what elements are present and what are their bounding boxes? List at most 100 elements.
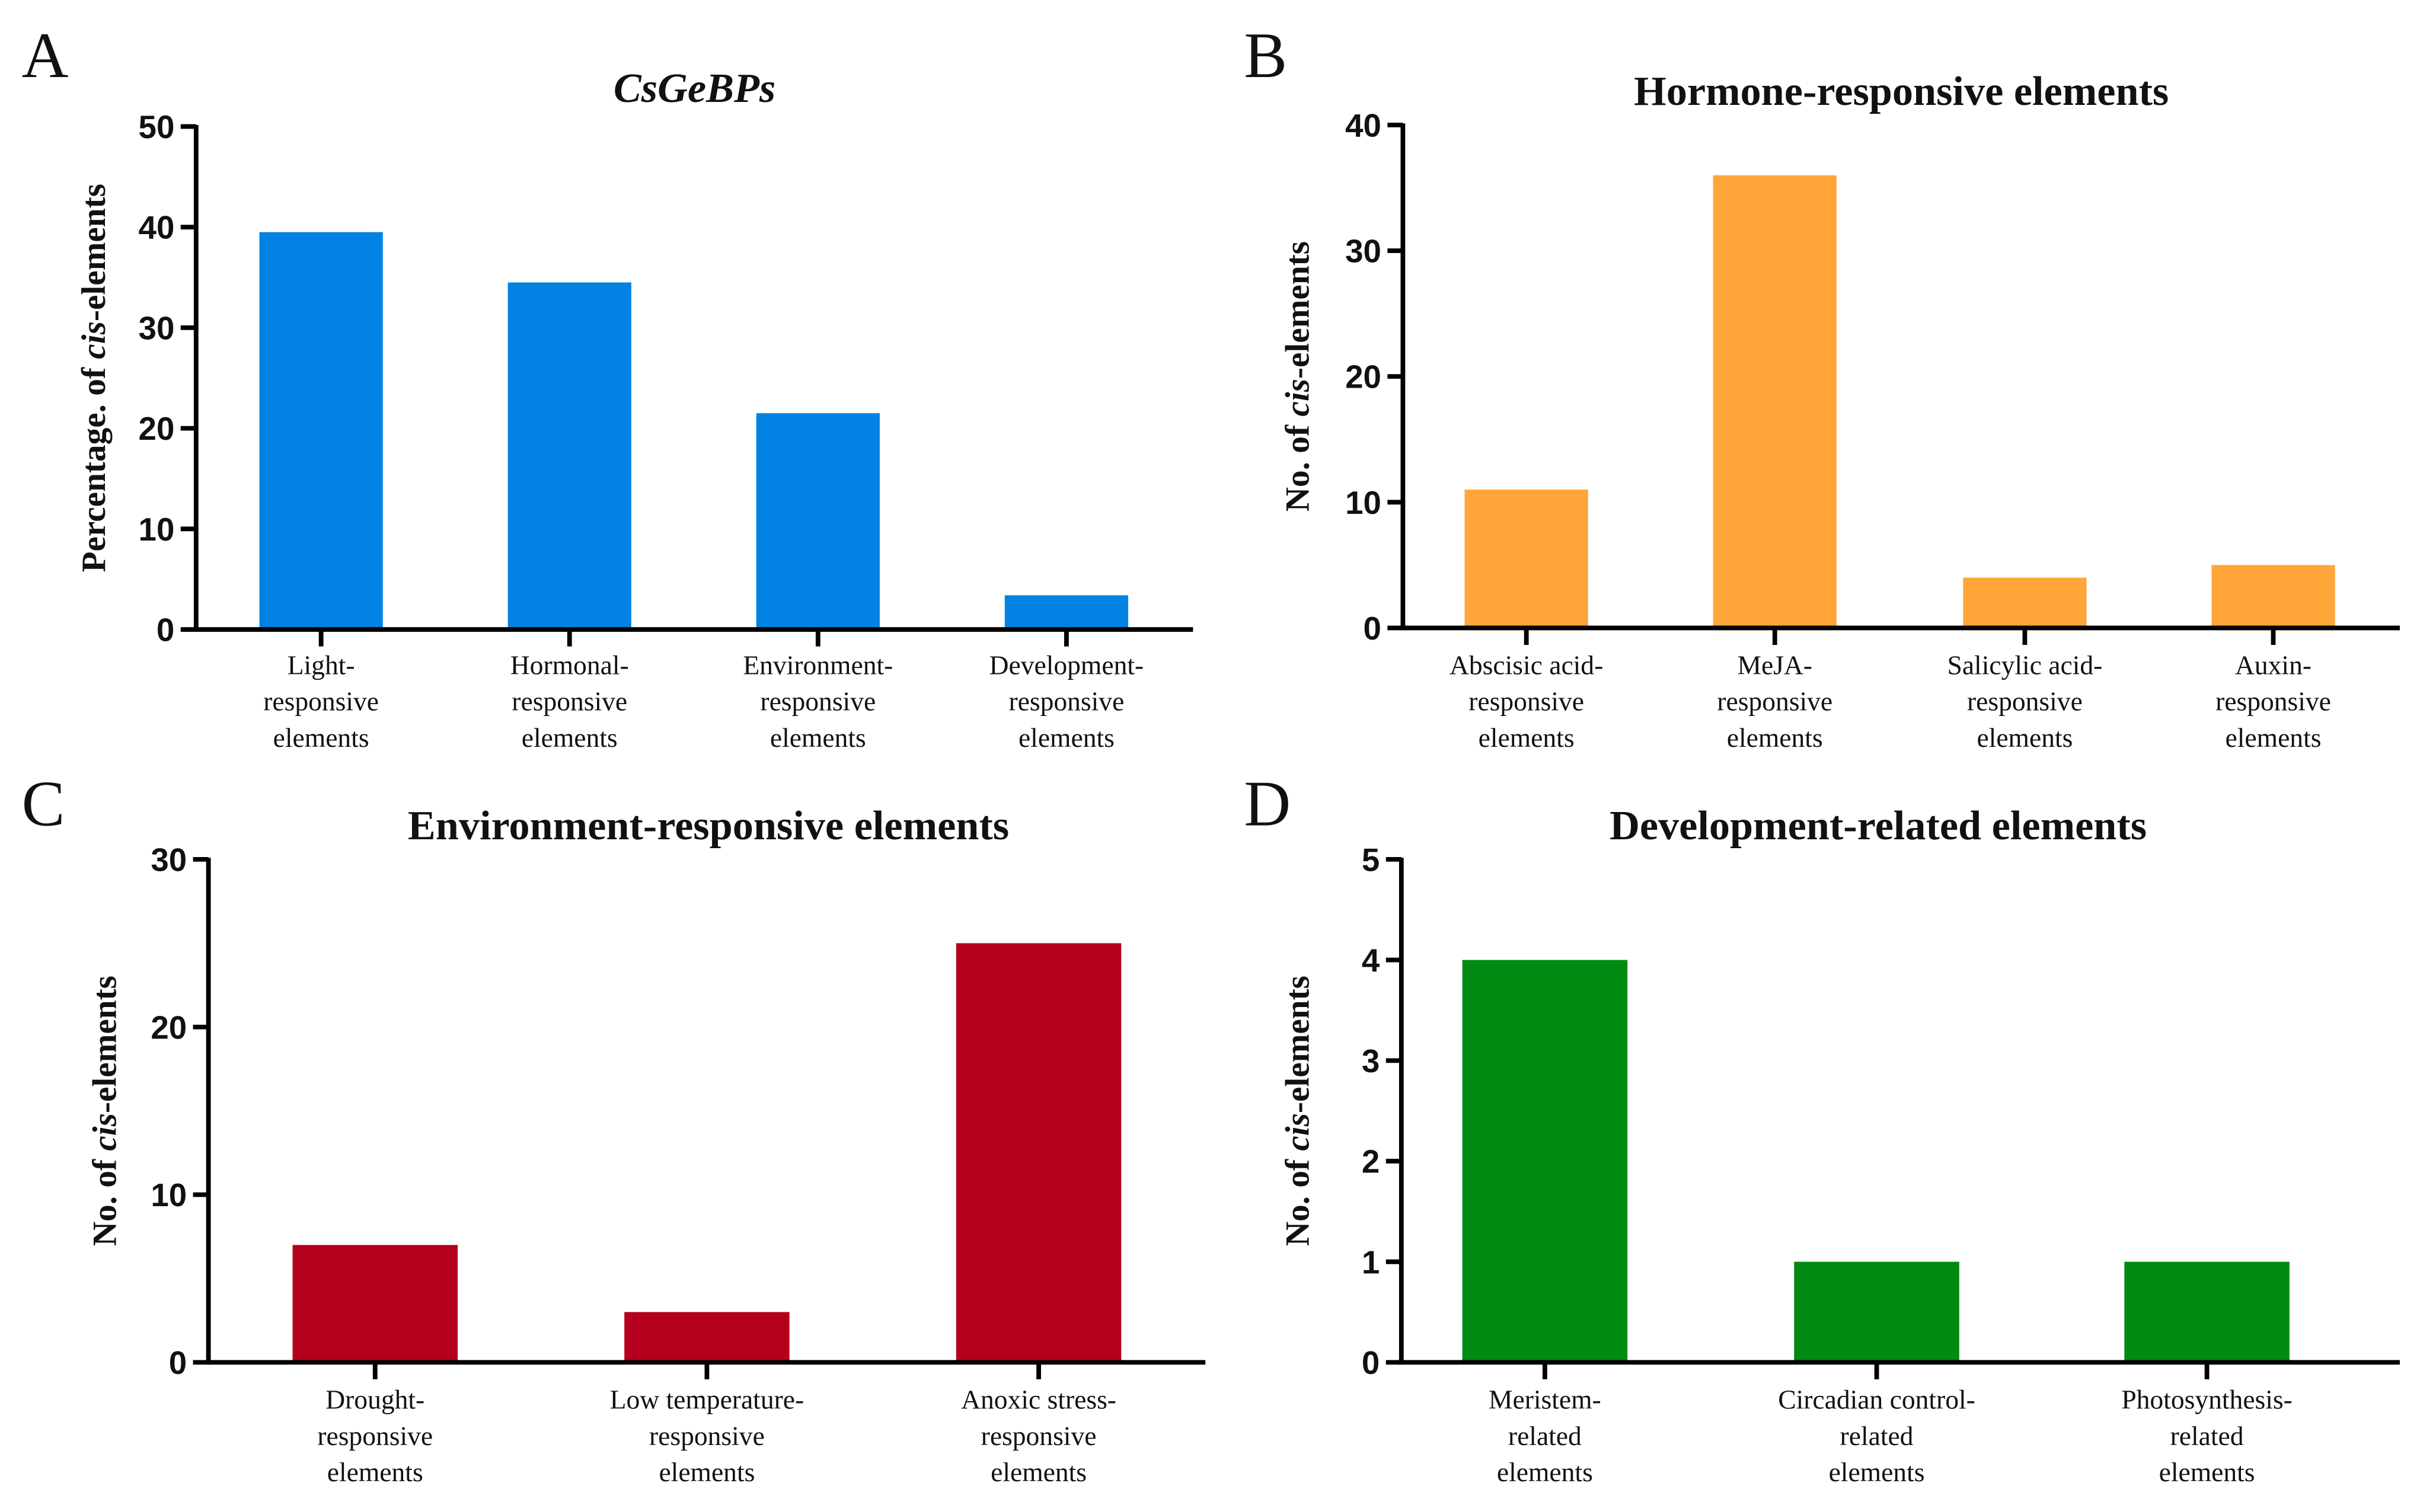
y-axis-label-part: cis	[86, 1113, 123, 1151]
x-tick-label: elements	[273, 723, 369, 753]
y-axis-label-part: cis	[1279, 379, 1317, 417]
y-tick-label: 0	[169, 1345, 187, 1381]
chart-title: Environment-responsive elements	[408, 803, 1009, 849]
bar	[2124, 1261, 2290, 1363]
y-axis-label-part: -elements	[75, 184, 113, 321]
y-tick-label: 0	[1364, 610, 1381, 647]
y-axis-label-part: No. of	[1279, 1151, 1317, 1246]
y-tick-label: 20	[139, 411, 175, 447]
y-axis-label: No. of cis-elements	[1279, 241, 1317, 512]
y-tick-label: 40	[1345, 107, 1381, 143]
x-tick-label: elements	[659, 1457, 755, 1487]
bar	[956, 943, 1122, 1363]
y-tick-label: 30	[139, 310, 175, 346]
bar	[1963, 577, 2087, 628]
x-tick-label: Abscisic acid-	[1450, 650, 1603, 680]
x-tick-label: elements	[770, 723, 866, 753]
bar	[259, 232, 383, 630]
bar	[1462, 960, 1628, 1363]
x-tick-label: Environment-	[743, 650, 893, 680]
x-tick-label: Meristem-	[1489, 1385, 1601, 1415]
y-tick-label: 0	[157, 612, 174, 648]
x-tick-label: elements	[2226, 723, 2322, 753]
bar	[1794, 1261, 1959, 1363]
y-tick-label: 40	[139, 210, 175, 246]
bar	[507, 282, 631, 630]
y-tick-label: 10	[1345, 485, 1381, 521]
x-tick-label: elements	[1977, 723, 2073, 753]
bar	[1464, 490, 1588, 628]
x-tick-label: Development-	[989, 650, 1144, 680]
y-tick-label: 4	[1362, 942, 1380, 979]
x-tick-label: Hormonal-	[510, 650, 629, 680]
y-tick-label: 20	[151, 1009, 187, 1046]
y-axis-label-part: -elements	[1279, 976, 1317, 1113]
y-axis-label-part: -elements	[86, 976, 123, 1113]
panel-letter: C	[22, 768, 65, 840]
x-tick-label: responsive	[1468, 686, 1584, 717]
bar	[292, 1245, 458, 1363]
x-tick-label: Photosynthesis-	[2121, 1385, 2293, 1415]
x-tick-label: responsive	[1717, 686, 1832, 717]
y-tick-label: 50	[139, 109, 175, 145]
y-axis-label-part: No. of	[86, 1151, 123, 1246]
bar	[1713, 175, 1837, 628]
panel-c: C Environment-responsive elements No. of c…	[22, 768, 1206, 1487]
x-tick-label: MeJA-	[1737, 650, 1812, 680]
chart-title: Hormone-responsive elements	[1634, 68, 2169, 114]
x-tick-label: responsive	[649, 1421, 765, 1451]
y-tick-label: 1	[1362, 1244, 1380, 1280]
panel-letter: D	[1244, 768, 1291, 840]
x-tick-label: elements	[1019, 723, 1115, 753]
x-tick-label: responsive	[1967, 686, 2083, 717]
x-tick-label: responsive	[263, 686, 379, 717]
bar	[2211, 565, 2335, 628]
x-tick-label: Salicylic acid-	[1948, 650, 2103, 680]
x-tick-label: responsive	[981, 1421, 1097, 1451]
panel-letter: B	[1244, 20, 1287, 91]
x-tick-label: responsive	[1009, 686, 1125, 717]
x-tick-label: elements	[1479, 723, 1575, 753]
chart-title: Development-related elements	[1610, 803, 2147, 849]
y-tick-label: 10	[151, 1177, 187, 1213]
y-axis-label-part: No. of	[1279, 417, 1317, 512]
x-tick-label: elements	[1497, 1457, 1593, 1487]
y-axis-label-part: cis	[75, 321, 113, 359]
x-tick-label: related	[1840, 1421, 1914, 1451]
x-tick-label: related	[2170, 1421, 2244, 1451]
x-tick-label: Drought-	[325, 1385, 424, 1415]
y-tick-label: 0	[1362, 1345, 1380, 1381]
y-axis-label-part: cis	[1279, 1113, 1317, 1151]
bar	[756, 413, 880, 630]
panel-b: B Hormone-responsive elements No. of cis-e…	[1244, 20, 2400, 753]
y-axis-label: No. of cis-elements	[86, 976, 123, 1246]
x-tick-label: Anoxic stress-	[961, 1385, 1116, 1415]
x-tick-label: responsive	[317, 1421, 433, 1451]
y-tick-label: 10	[139, 512, 175, 548]
x-tick-label: elements	[1727, 723, 1823, 753]
bar	[624, 1312, 790, 1363]
x-tick-label: related	[1508, 1421, 1582, 1451]
panel-letter: A	[22, 20, 69, 91]
y-axis-label-part: Percentage. of	[75, 359, 113, 573]
x-tick-label: Low temperature-	[610, 1385, 804, 1415]
y-tick-label: 3	[1362, 1043, 1380, 1079]
x-tick-label: responsive	[760, 686, 876, 717]
y-tick-label: 5	[1362, 842, 1380, 878]
x-tick-label: Circadian control-	[1778, 1385, 1975, 1415]
x-tick-label: elements	[991, 1457, 1087, 1487]
y-axis-label: Percentage. of cis-elements	[75, 184, 113, 572]
y-tick-label: 30	[151, 842, 187, 878]
x-tick-label: Auxin-	[2235, 650, 2312, 680]
y-tick-label: 30	[1345, 234, 1381, 270]
x-tick-label: Light-	[288, 650, 355, 680]
y-axis-label: No. of cis-elements	[1279, 976, 1317, 1246]
x-tick-label: responsive	[512, 686, 627, 717]
x-tick-label: elements	[1829, 1457, 1925, 1487]
x-tick-label: elements	[522, 723, 618, 753]
bar	[1004, 595, 1129, 630]
x-tick-label: elements	[2159, 1457, 2255, 1487]
y-axis-label-part: -elements	[1279, 241, 1317, 379]
x-tick-label: responsive	[2215, 686, 2331, 717]
